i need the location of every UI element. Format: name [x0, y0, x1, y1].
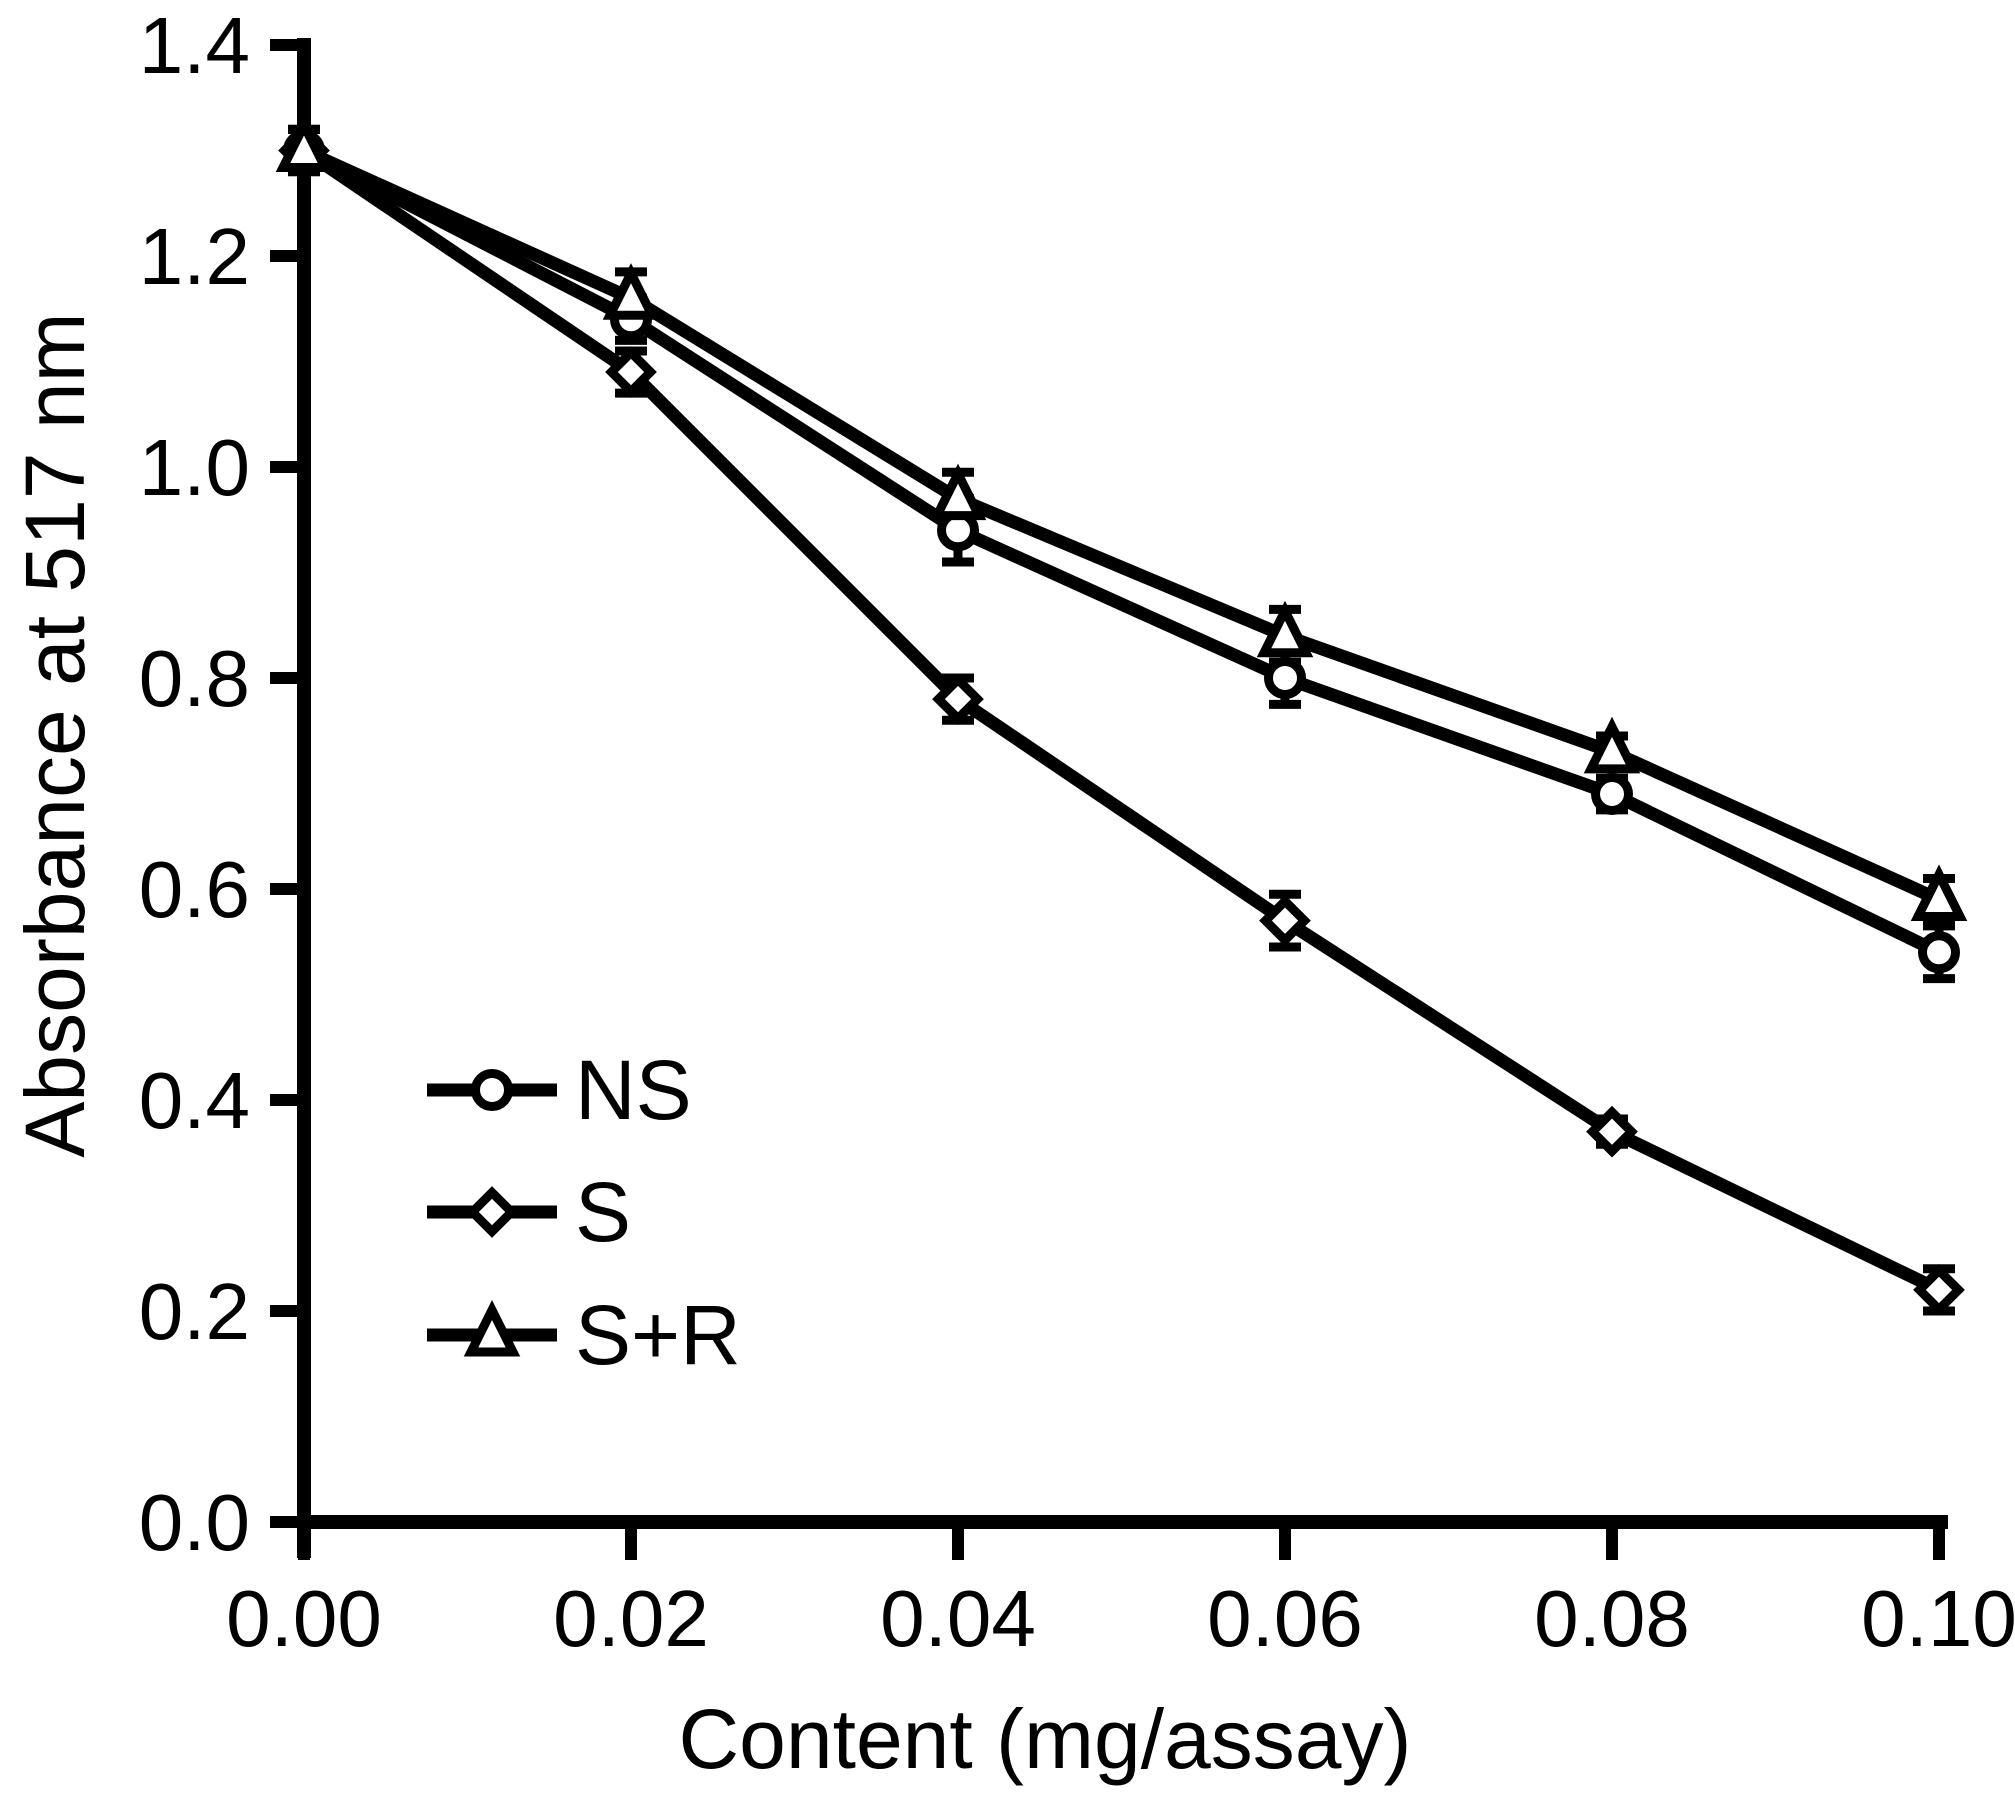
y-tick-label: 1.0 — [139, 423, 250, 512]
x-axis-title: Content (mg/assay) — [679, 1692, 1412, 1786]
legend-label-S: S — [575, 1165, 631, 1259]
legend-marker-S — [466, 1186, 518, 1238]
marker-diamond-S — [605, 346, 657, 398]
y-tick-label: 0.8 — [139, 634, 250, 723]
marker-triangle-S+R — [275, 115, 333, 172]
series-line-S — [300, 145, 1942, 1296]
marker-circle-NS — [1264, 657, 1306, 699]
y-tick-label: 0.4 — [139, 1056, 250, 1145]
legend-marker-S+R — [463, 1299, 521, 1357]
y-tick-label: 1.2 — [139, 212, 250, 301]
x-tick-label: 0.08 — [1534, 1574, 1690, 1663]
x-tick-label: 0.10 — [1861, 1574, 2015, 1663]
series-line-NS — [301, 144, 1942, 959]
marker-diamond-S — [932, 673, 984, 725]
legend-marker-NS — [471, 1069, 513, 1111]
y-axis-title: Absorbance at 517 nm — [8, 312, 102, 1157]
marker-circle-NS — [1591, 773, 1633, 816]
marker-diamond-S — [1586, 1105, 1638, 1158]
x-tick-label: 0.00 — [226, 1574, 382, 1663]
marker-triangle-S+R — [929, 463, 987, 521]
marker-triangle-S+R — [1910, 864, 1968, 922]
y-tick-label: 1.4 — [139, 1, 250, 90]
marker-diamond-S — [1913, 1264, 1965, 1316]
x-tick-label: 0.02 — [553, 1574, 709, 1663]
marker-triangle-S+R — [1256, 600, 1314, 658]
y-tick-label: 0.2 — [139, 1267, 250, 1356]
series-line-S+R — [301, 144, 1942, 906]
legend-label-NS: NS — [575, 1043, 692, 1137]
y-tick-label: 0.0 — [139, 1478, 250, 1567]
plot-layer: 0.0 0.2 0.4 0.6 0.8 1.0 1.2 1.4 0.00 0.02 0.04 0.06… — [139, 1, 2015, 1663]
y-tick-label: 0.6 — [139, 845, 250, 934]
marker-triangle-S+R — [1583, 716, 1641, 774]
legend-label-S+R: S+R — [575, 1288, 741, 1382]
x-tick-label: 0.06 — [1207, 1574, 1363, 1663]
marker-diamond-S — [1259, 894, 1311, 947]
marker-triangle-S+R — [602, 263, 660, 320]
marker-circle-NS — [1918, 931, 1960, 974]
x-tick-label: 0.04 — [880, 1574, 1036, 1663]
